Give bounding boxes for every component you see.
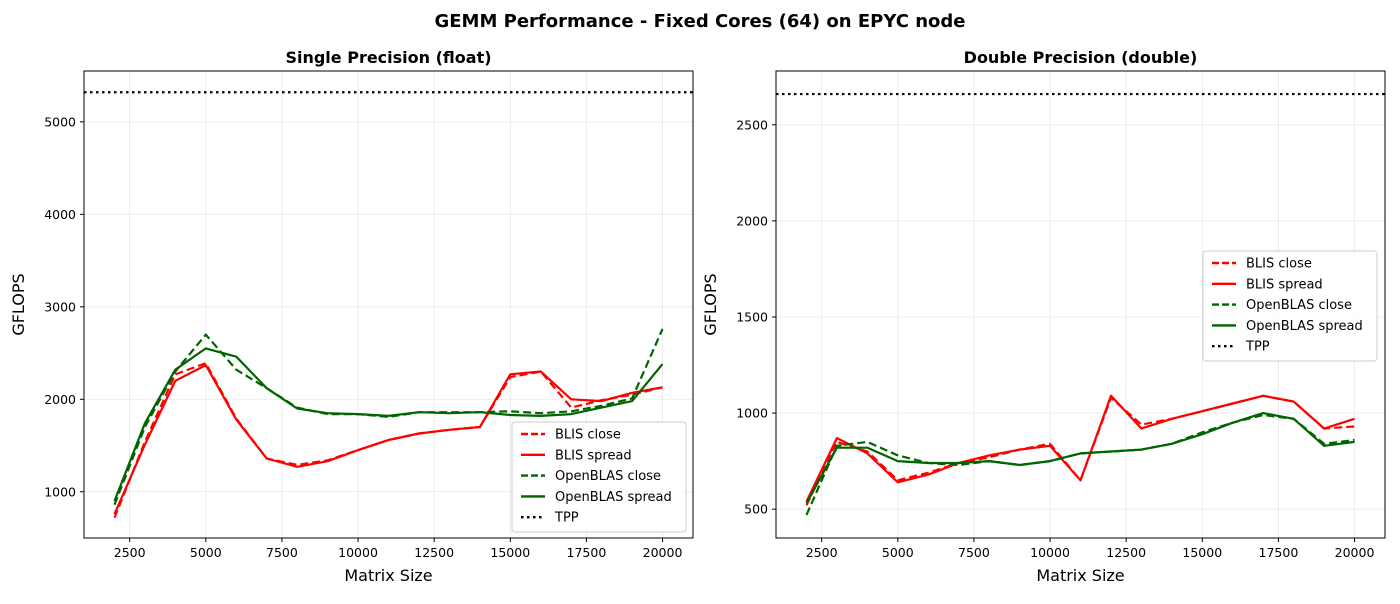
y-tick-label: 2500 [736, 117, 768, 132]
y-tick-label: 2000 [736, 213, 768, 228]
legend-entry-label: BLIS close [1246, 257, 1312, 272]
x-tick-label: 20000 [643, 545, 683, 560]
y-tick-label: 1000 [736, 406, 768, 421]
legend-entry-label: TPP [554, 511, 579, 526]
x-tick-label: 17500 [567, 545, 607, 560]
series-line-openblas-spread [113, 347, 664, 502]
y-tick-label: 5000 [44, 114, 76, 129]
axes-frame [83, 70, 694, 539]
legend-entry-label: BLIS close [555, 428, 621, 443]
x-tick-label: 7500 [958, 545, 990, 560]
legend-entry-label: OpenBLAS close [1246, 298, 1352, 313]
x-axis-label: Matrix Size [1036, 566, 1124, 585]
series-line-openblas-close [805, 413, 1355, 516]
panel-title: Double Precision (double) [964, 48, 1198, 67]
x-tick-label: 12500 [1106, 545, 1146, 560]
y-axis-label: GFLOPS [701, 273, 720, 335]
axes-frame [775, 70, 1386, 539]
series-line-blis-spread [805, 394, 1355, 502]
figure-title: GEMM Performance - Fixed Cores (64) on E… [434, 11, 965, 32]
series-line-openblas-spread [805, 412, 1355, 504]
panel-title: Single Precision (float) [285, 48, 491, 67]
x-tick-label: 5000 [190, 545, 222, 560]
legend-entry-label: OpenBLAS spread [555, 490, 672, 505]
x-tick-label: 20000 [1335, 545, 1375, 560]
x-tick-label: 15000 [1182, 545, 1222, 560]
x-tick-label: 5000 [882, 545, 914, 560]
legend-entry-label: OpenBLAS close [555, 469, 661, 484]
y-axis-label: GFLOPS [9, 273, 28, 335]
y-tick-label: 2000 [44, 392, 76, 407]
x-tick-label: 12500 [414, 545, 454, 560]
x-tick-label: 2500 [806, 545, 838, 560]
legend-entry-label: BLIS spread [1246, 277, 1323, 292]
y-tick-label: 1000 [44, 484, 76, 499]
x-tick-label: 10000 [338, 545, 378, 560]
x-axis-label: Matrix Size [344, 566, 432, 585]
x-tick-label: 15000 [490, 545, 530, 560]
x-tick-label: 10000 [1030, 545, 1070, 560]
series-line-openblas-close [113, 328, 664, 506]
y-tick-label: 4000 [44, 207, 76, 222]
x-tick-label: 2500 [114, 545, 146, 560]
x-tick-label: 17500 [1259, 545, 1299, 560]
y-tick-label: 1500 [736, 309, 768, 324]
legend-entry-label: BLIS spread [555, 448, 632, 463]
y-tick-label: 3000 [44, 299, 76, 314]
panel-double-precision: 2500 5000 7500 10000 12500 15000 17500 20000 500… [701, 48, 1386, 585]
legend-entry-label: OpenBLAS spread [1246, 319, 1363, 334]
series-line-blis-spread [113, 364, 663, 515]
panel-single-precision: 2500 5000 7500 10000 12500 15000 17500 20000 100… [9, 48, 694, 585]
series-line-blis-close [805, 394, 1355, 506]
legend-entry-label: TPP [1245, 340, 1270, 355]
y-tick-label: 500 [744, 502, 768, 517]
x-tick-label: 7500 [266, 545, 298, 560]
legend: BLIS close BLIS spread OpenBLAS close OpenB… [511, 421, 687, 533]
legend: BLIS close BLIS spread OpenBLAS close OpenB… [1202, 250, 1378, 362]
